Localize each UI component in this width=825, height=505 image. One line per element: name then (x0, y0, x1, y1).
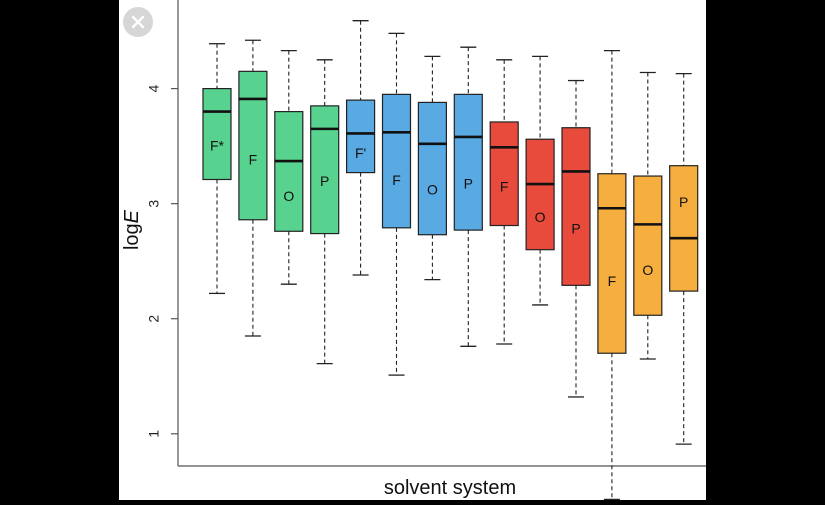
close-icon (131, 15, 145, 29)
box-iqr (346, 99, 376, 174)
box-iqr (238, 70, 268, 221)
box-iqr (202, 87, 232, 181)
box-group: F (381, 32, 412, 376)
box-label: F (392, 172, 401, 188)
box-label: O (535, 209, 546, 225)
box-group: P (453, 46, 483, 347)
box-label: P (320, 173, 329, 189)
box-group: O (274, 49, 304, 285)
box-group: P (561, 79, 591, 398)
y-tick-label: 1 (146, 430, 162, 438)
y-tick-label: 4 (146, 84, 162, 92)
y-ticks: 1 2 3 4 (146, 84, 178, 438)
box-iqr (310, 105, 340, 235)
box-group: O (633, 71, 663, 360)
y-axis-label: logE (121, 209, 143, 250)
box-iqr (417, 101, 447, 236)
box-label: P (571, 220, 580, 236)
box-label: F' (355, 145, 366, 161)
box-label: O (642, 262, 653, 278)
box-group: P (310, 59, 340, 365)
box-label: F (500, 178, 509, 194)
x-axis-label: solvent system (384, 477, 516, 499)
box-iqr (525, 138, 555, 251)
box-group: F (597, 49, 627, 501)
box-label: O (283, 188, 294, 204)
box-iqr (597, 173, 627, 354)
axes (177, 0, 706, 467)
box-group: F' (346, 20, 376, 276)
box-group: F (489, 59, 519, 345)
box-iqr (561, 127, 591, 286)
box-group: P (669, 72, 699, 445)
box-label: O (427, 181, 438, 197)
box-iqr (274, 111, 304, 232)
box-iqr (633, 175, 663, 316)
box-label: F (249, 151, 258, 167)
box-iqr (381, 93, 412, 229)
box-group: O (417, 55, 447, 281)
box-label: F* (210, 138, 225, 154)
box-label: P (464, 176, 473, 192)
box-iqr (489, 121, 519, 227)
box-label: F (608, 273, 617, 289)
y-tick-label: 3 (146, 200, 162, 208)
box-label: P (679, 194, 688, 210)
y-tick-label: 2 (146, 315, 162, 323)
boxes: F* F O P F' F O P F O P F O P (202, 20, 699, 501)
y-axis-label-variable: E (121, 209, 143, 223)
box-group: F (238, 39, 268, 337)
box-iqr (453, 93, 483, 231)
box-group: O (525, 55, 555, 306)
box-group: F* (202, 43, 232, 295)
box-iqr (669, 165, 699, 292)
close-button[interactable] (123, 7, 153, 37)
y-axis-label-prefix: log (121, 223, 143, 250)
